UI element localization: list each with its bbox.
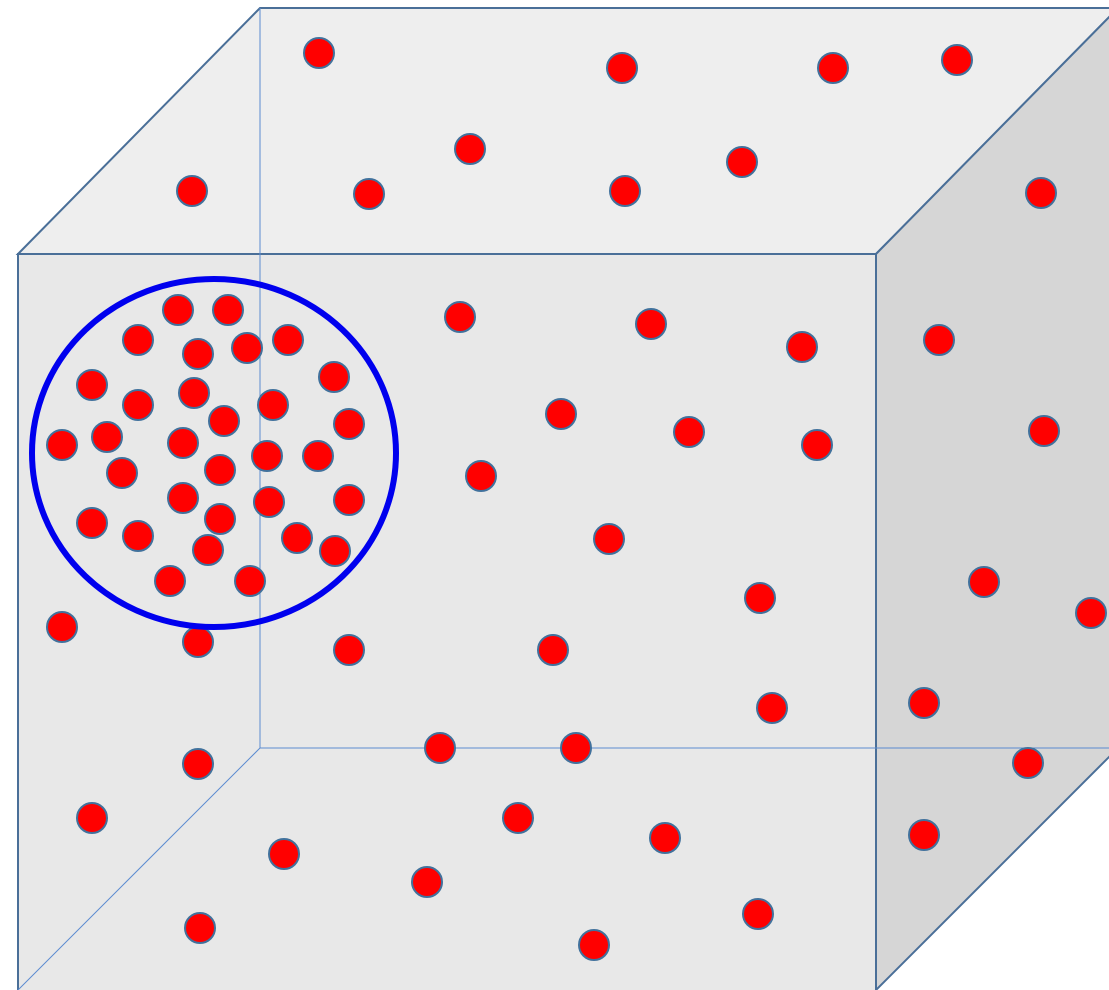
particle xyxy=(76,802,108,834)
particle xyxy=(176,175,208,207)
particle xyxy=(268,838,300,870)
particle xyxy=(333,484,365,516)
particle xyxy=(353,178,385,210)
particle xyxy=(192,534,224,566)
particle xyxy=(167,482,199,514)
cluster-circle xyxy=(29,276,399,630)
particle xyxy=(923,324,955,356)
particle xyxy=(606,52,638,84)
particle xyxy=(465,460,497,492)
particle xyxy=(1028,415,1060,447)
particle xyxy=(333,408,365,440)
particle xyxy=(444,301,476,333)
particle xyxy=(968,566,1000,598)
particle xyxy=(454,133,486,165)
particle xyxy=(122,520,154,552)
particle xyxy=(184,912,216,944)
particle xyxy=(1075,597,1107,629)
particle xyxy=(742,898,774,930)
particle xyxy=(502,802,534,834)
particle xyxy=(162,294,194,326)
particle xyxy=(817,52,849,84)
particle xyxy=(182,338,214,370)
particle xyxy=(302,440,334,472)
particle xyxy=(231,332,263,364)
particle xyxy=(257,389,289,421)
particle xyxy=(649,822,681,854)
particle xyxy=(593,523,625,555)
particle xyxy=(122,389,154,421)
particles xyxy=(46,37,1107,961)
particle xyxy=(319,535,351,567)
particle xyxy=(609,175,641,207)
particle xyxy=(545,398,577,430)
cube-front-face xyxy=(17,253,877,990)
particle xyxy=(154,565,186,597)
particle xyxy=(234,565,266,597)
particle xyxy=(537,634,569,666)
particle xyxy=(560,732,592,764)
particle xyxy=(673,416,705,448)
particle xyxy=(253,486,285,518)
particle xyxy=(786,331,818,363)
particle xyxy=(251,440,283,472)
particle xyxy=(578,929,610,961)
particle xyxy=(1012,747,1044,779)
particle xyxy=(212,294,244,326)
particle xyxy=(635,308,667,340)
particle xyxy=(424,732,456,764)
particle xyxy=(76,369,108,401)
particle xyxy=(411,866,443,898)
particle xyxy=(318,361,350,393)
particle xyxy=(744,582,776,614)
particle xyxy=(908,819,940,851)
particle xyxy=(801,429,833,461)
particle xyxy=(281,522,313,554)
particle xyxy=(908,687,940,719)
particle xyxy=(91,421,123,453)
particle xyxy=(76,507,108,539)
particle xyxy=(1025,177,1057,209)
particle xyxy=(182,748,214,780)
particle xyxy=(204,454,236,486)
particle xyxy=(46,611,78,643)
particle xyxy=(167,427,199,459)
particle xyxy=(941,44,973,76)
particle xyxy=(208,405,240,437)
particle xyxy=(106,457,138,489)
particle xyxy=(303,37,335,69)
particle xyxy=(46,429,78,461)
particle xyxy=(182,626,214,658)
particle xyxy=(272,324,304,356)
particle xyxy=(726,146,758,178)
particle xyxy=(756,692,788,724)
particle xyxy=(204,503,236,535)
particle xyxy=(122,324,154,356)
particle xyxy=(178,377,210,409)
hidden-edge xyxy=(17,747,261,990)
particle xyxy=(333,634,365,666)
